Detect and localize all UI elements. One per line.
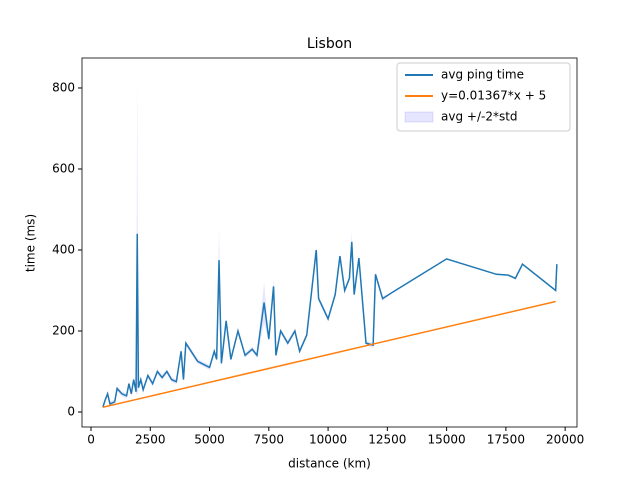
series-line [102, 233, 558, 408]
x-tick-label: 12500 [368, 433, 406, 447]
chart-title: Lisbon [307, 36, 352, 52]
x-tick-label: 7500 [254, 433, 285, 447]
x-axis-label: distance (km) [288, 457, 371, 471]
y-tick-label: 0 [67, 405, 75, 419]
x-tick-label: 5000 [194, 433, 225, 447]
legend-label: avg ping time [441, 68, 524, 82]
x-tick-label: 17500 [487, 433, 525, 447]
plot-frame [81, 57, 578, 428]
series-line [102, 300, 556, 408]
legend-label: avg +/-2*std [441, 110, 518, 124]
x-tick-label: 15000 [428, 433, 466, 447]
x-tick-label: 2500 [135, 433, 166, 447]
y-axis-label: time (ms) [24, 214, 38, 272]
y-tick-label: 400 [52, 242, 75, 256]
legend-swatch [404, 111, 434, 123]
x-tick-label: 20000 [546, 433, 584, 447]
y-tick-label: 600 [52, 161, 75, 175]
y-tick-label: 800 [52, 80, 75, 94]
legend: avg ping time y=0.01367*x + 5 avg +/-2*std [396, 62, 571, 132]
x-tick-label: 0 [87, 433, 95, 447]
x-tick-label: 10000 [309, 433, 347, 447]
legend-box [396, 62, 571, 132]
legend-label: y=0.01367*x + 5 [441, 89, 546, 103]
y-tick-label: 200 [52, 324, 75, 338]
